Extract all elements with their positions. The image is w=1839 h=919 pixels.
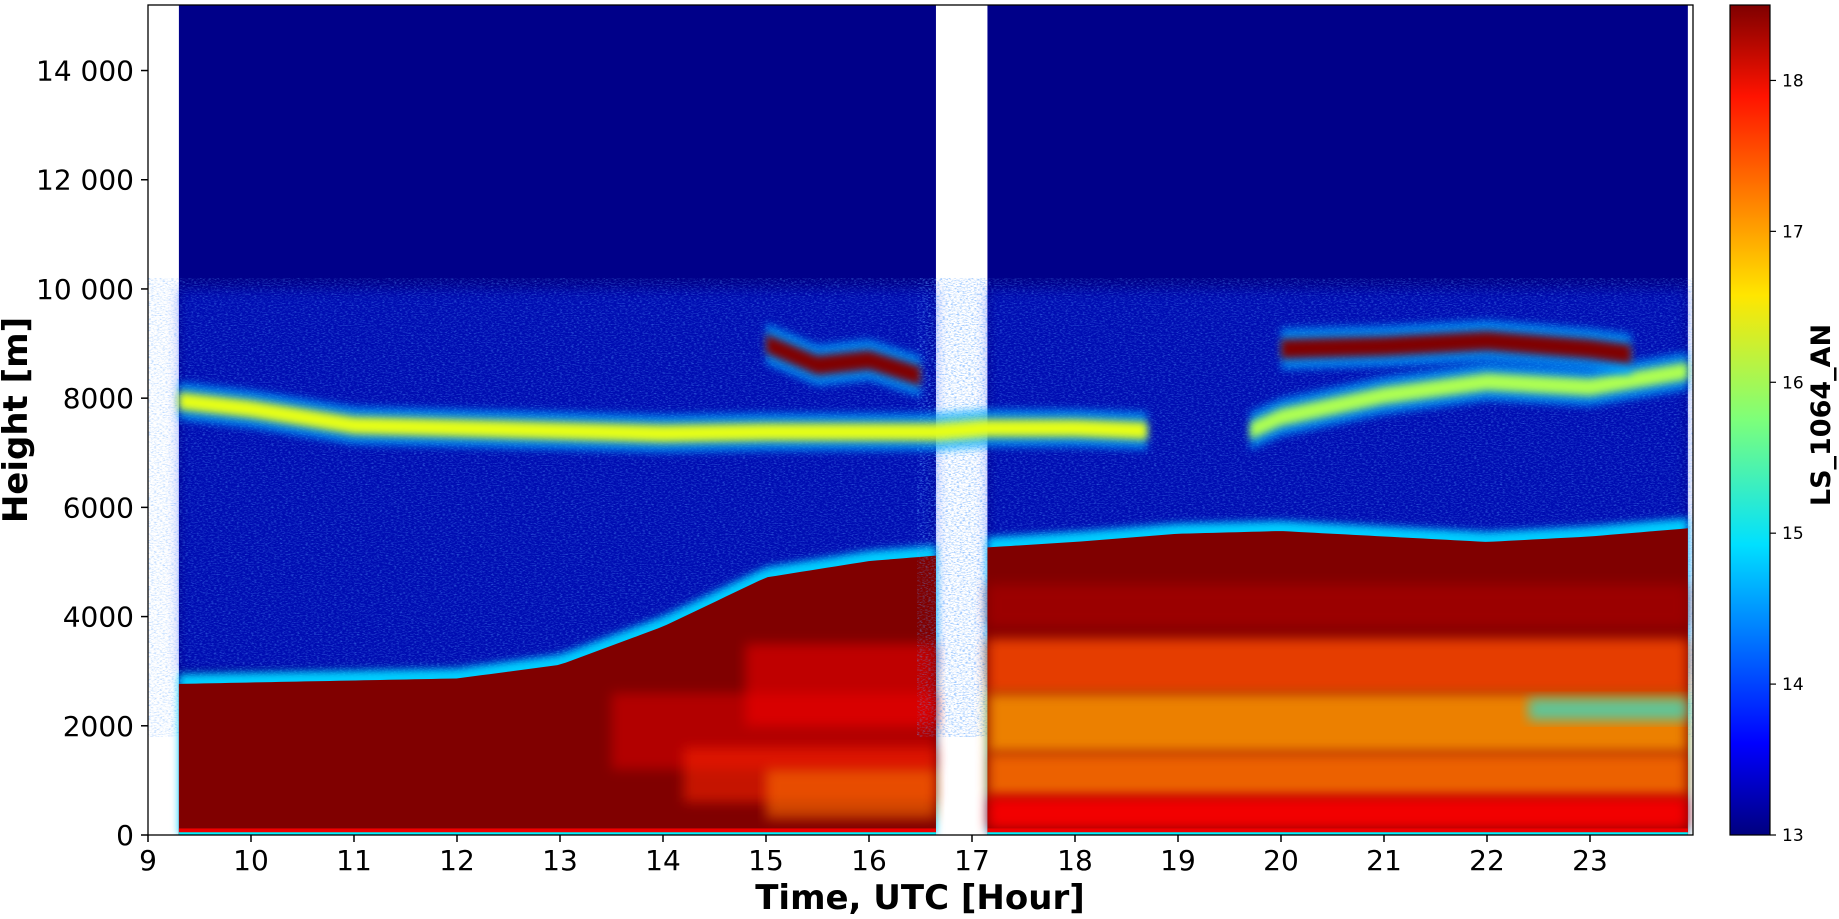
aerosol-sublayer: [987, 796, 1688, 830]
colorbar-tick-label: 17: [1782, 222, 1804, 242]
ground-line: [987, 832, 1688, 835]
y-axis: 0 2000 4000 6000 8000 10 000 12 000 14 000: [36, 55, 148, 852]
y-tick-label: 6000: [63, 491, 134, 524]
x-tick-label: 13: [542, 844, 578, 877]
x-tick-label: 20: [1263, 844, 1299, 877]
aerosol-sublayer: [1528, 698, 1688, 721]
colorbar-ticks: 13 14 15 16 17 18: [1770, 71, 1804, 846]
elevated-layer: [1250, 362, 1688, 440]
high-cloud: [1281, 331, 1632, 364]
y-tick-label: 8000: [63, 382, 134, 415]
aerosol-sublayer: [766, 769, 936, 819]
colorbar-gradient: [1729, 4, 1771, 836]
x-tick-label: 11: [336, 844, 372, 877]
x-tick-label: 16: [851, 844, 887, 877]
colorbar-label: LS_1064_AN: [1806, 324, 1837, 506]
y-tick-label: 0: [116, 819, 134, 852]
colorbar-tick-label: 13: [1782, 826, 1804, 846]
surface-layer: [178, 828, 936, 835]
surface-layer: [987, 828, 1688, 835]
x-axis-label: Time, UTC [Hour]: [755, 878, 1085, 918]
x-tick-label: 23: [1572, 844, 1608, 877]
colorbar-tick-label: 18: [1782, 71, 1804, 91]
colorbar-tick-label: 16: [1782, 373, 1804, 393]
x-tick-label: 17: [954, 844, 990, 877]
y-tick-label: 2000: [63, 710, 134, 743]
aerosol-sublayer: [987, 583, 1688, 628]
elevated-layer-halo: [1250, 351, 1688, 451]
x-axis: 9 10 11 12 13 14 15 16 17 18 19 20 21 22 23: [139, 835, 1608, 877]
plot-frame: [147, 4, 1694, 836]
colorbar-tick-label: 14: [1782, 675, 1804, 695]
aerosol-sublayer: [987, 753, 1688, 797]
y-tick-label: 14 000: [36, 55, 134, 88]
x-tick-label: 21: [1366, 844, 1402, 877]
x-tick-label: 19: [1160, 844, 1196, 877]
colorbar-tick-label: 15: [1782, 524, 1804, 544]
aerosol-sublayer: [745, 643, 936, 726]
colorbar: 13 14 15 16 17 18 LS_1064_AN: [1729, 4, 1837, 846]
x-tick-label: 14: [645, 844, 681, 877]
y-tick-label: 12 000: [36, 164, 134, 197]
x-tick-label: 9: [139, 844, 157, 877]
y-tick-label: 10 000: [36, 273, 134, 306]
aerosol-sublayer: [987, 638, 1688, 694]
cirrus-layer: [178, 392, 1148, 443]
y-axis-label: Height [m]: [0, 317, 36, 523]
plot-area: [147, 4, 1694, 836]
high-cloud: [766, 334, 921, 386]
y-tick-label: 4000: [63, 601, 134, 634]
x-tick-label: 18: [1057, 844, 1093, 877]
x-tick-label: 12: [439, 844, 475, 877]
heatmap: [178, 5, 1688, 835]
x-tick-label: 22: [1469, 844, 1505, 877]
x-tick-label: 15: [748, 844, 784, 877]
x-tick-label: 10: [233, 844, 269, 877]
ground-line: [178, 832, 936, 835]
